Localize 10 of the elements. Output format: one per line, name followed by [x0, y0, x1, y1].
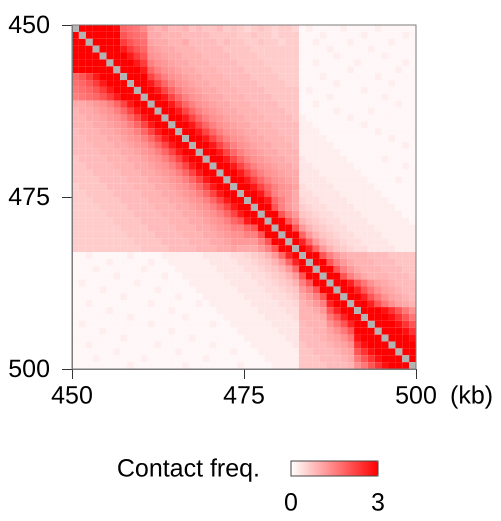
- x-axis-title: (kb): [450, 382, 494, 410]
- x-tick-label: 500: [395, 382, 437, 410]
- y-tick-label: 475: [8, 183, 50, 211]
- color-bar-title: Contact freq.: [116, 454, 260, 482]
- color-bar-label: 3: [371, 488, 385, 516]
- color-bar-label: 0: [284, 488, 298, 516]
- y-tick-label: 450: [8, 11, 50, 39]
- x-tick-label: 475: [223, 382, 265, 410]
- x-tick-label: 450: [51, 382, 93, 410]
- y-tick-label: 500: [8, 355, 50, 383]
